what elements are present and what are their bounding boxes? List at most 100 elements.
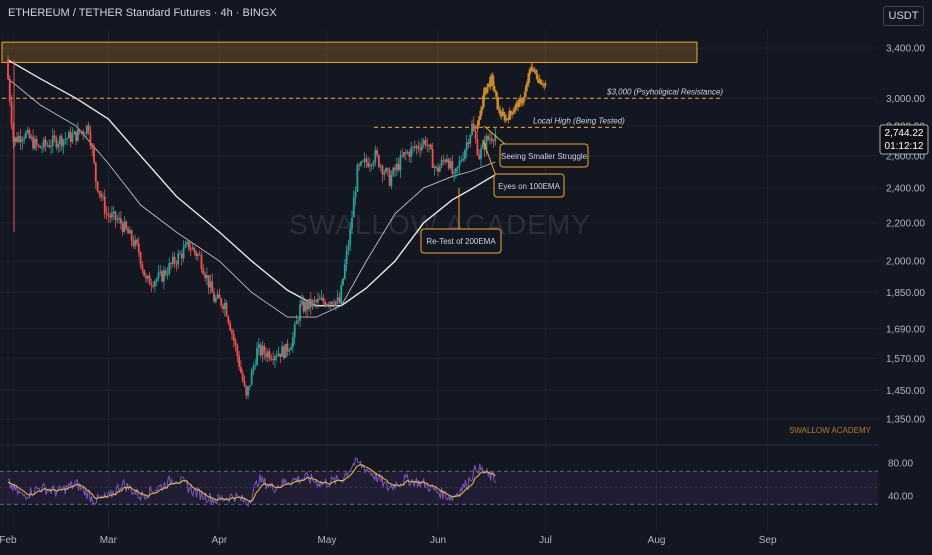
candle-body <box>216 294 219 298</box>
candle-body <box>188 241 190 249</box>
candle-body <box>308 298 310 310</box>
candle-body <box>55 137 58 148</box>
candle-body <box>263 346 266 354</box>
candle-body <box>311 300 314 308</box>
candle-body <box>424 140 427 146</box>
last-price-tag[interactable]: 2,744.22 01:12:12 <box>879 124 929 155</box>
candle-body <box>50 146 52 148</box>
callout-200ema[interactable]: Re-Test of 200EMA <box>420 188 502 254</box>
candle-body <box>480 148 482 160</box>
projection-body <box>495 92 498 98</box>
candle-body <box>80 131 83 133</box>
candle-body <box>53 135 56 138</box>
candle-body <box>340 284 343 304</box>
candle-body <box>324 301 327 306</box>
candle-body <box>257 344 260 348</box>
candle-body <box>87 125 90 132</box>
candle-body <box>377 154 380 167</box>
projection-body <box>535 73 539 80</box>
candle-body <box>293 324 296 338</box>
candle-body <box>145 276 147 279</box>
candle-body <box>171 256 174 264</box>
candle-body <box>318 299 321 300</box>
candle-body <box>25 132 27 138</box>
candle-body <box>317 299 319 303</box>
candle-body <box>494 134 497 141</box>
projection-layer[interactable] <box>476 62 547 134</box>
candle-body <box>103 196 106 214</box>
candle-body <box>446 159 448 163</box>
candle-body <box>465 142 468 151</box>
price-tick-label: 2,400.00 <box>886 183 925 194</box>
candle-body <box>322 297 325 302</box>
rsi-ma-line[interactable] <box>7 463 496 502</box>
time-tick-label: Sep <box>759 535 777 546</box>
rsi-axis[interactable]: 80.00 40.00 <box>888 459 913 503</box>
candle-body <box>243 380 246 386</box>
candle-body <box>132 241 135 247</box>
resistance-zone[interactable] <box>1 41 698 63</box>
time-axis[interactable]: Feb Mar Apr May Jun Jul Aug Sep <box>0 535 777 546</box>
candle-body <box>98 191 101 194</box>
candle-body <box>306 302 309 310</box>
candle-body <box>442 159 445 161</box>
candle-body <box>19 136 22 143</box>
candle-body <box>60 136 63 147</box>
candle-body <box>137 243 140 253</box>
candle-body <box>107 213 110 216</box>
candle-body <box>78 128 81 133</box>
projection-body <box>511 111 515 115</box>
candle-body <box>130 230 133 242</box>
projection-body <box>485 87 489 93</box>
candle-body <box>248 385 251 387</box>
projection-body <box>496 97 500 110</box>
ema-200-line[interactable] <box>7 59 496 307</box>
projection-body <box>476 125 479 129</box>
candle-body <box>100 193 103 198</box>
rsi-line[interactable] <box>7 457 496 508</box>
candle-body <box>204 274 206 279</box>
candle-body <box>281 346 284 357</box>
candle-body <box>288 349 291 352</box>
time-tick-label: Feb <box>0 535 17 546</box>
candle-body <box>444 160 447 163</box>
candle-body <box>26 130 29 133</box>
price-axis[interactable]: 3,400.003,000.002,800.002,600.002,400.00… <box>886 44 925 426</box>
projection-body <box>498 109 502 115</box>
candle-body <box>460 160 463 162</box>
candle-body <box>351 217 353 229</box>
currency-button[interactable]: USDT <box>883 6 924 26</box>
candle-body <box>175 263 178 265</box>
candle-body <box>231 330 233 334</box>
projection-body <box>508 110 511 120</box>
rsi-tick-label: 40.00 <box>888 492 913 503</box>
symbol-title[interactable]: ETHEREUM / TETHER Standard Futures · 4h … <box>8 7 277 19</box>
callout-struggle[interactable]: Seeing Smaller Struggle <box>483 125 589 168</box>
candle-body <box>125 221 128 229</box>
candle-body <box>390 175 393 186</box>
candle-body <box>326 303 328 306</box>
candle-body <box>191 247 194 250</box>
candle-body <box>109 215 112 218</box>
candle-body <box>383 172 386 175</box>
candle-body <box>91 145 94 149</box>
candle-body <box>342 278 344 285</box>
ema-100-line[interactable] <box>7 78 496 318</box>
candle-body <box>64 138 67 140</box>
candle-body <box>139 252 142 265</box>
candle-body <box>48 145 51 148</box>
candle-body <box>352 197 355 218</box>
candle-body <box>300 300 303 305</box>
candle-body <box>51 135 54 147</box>
candle-body <box>118 218 120 220</box>
candle-body <box>313 300 316 302</box>
candle-body <box>492 140 495 142</box>
candle-body <box>388 169 391 186</box>
callout-100ema[interactable]: Eyes on 100EMA <box>482 139 565 198</box>
local-high-label: Local High (Being Tested) <box>533 116 625 125</box>
candles-layer[interactable] <box>7 55 497 400</box>
candle-body <box>426 145 429 147</box>
candle-body <box>232 333 235 341</box>
